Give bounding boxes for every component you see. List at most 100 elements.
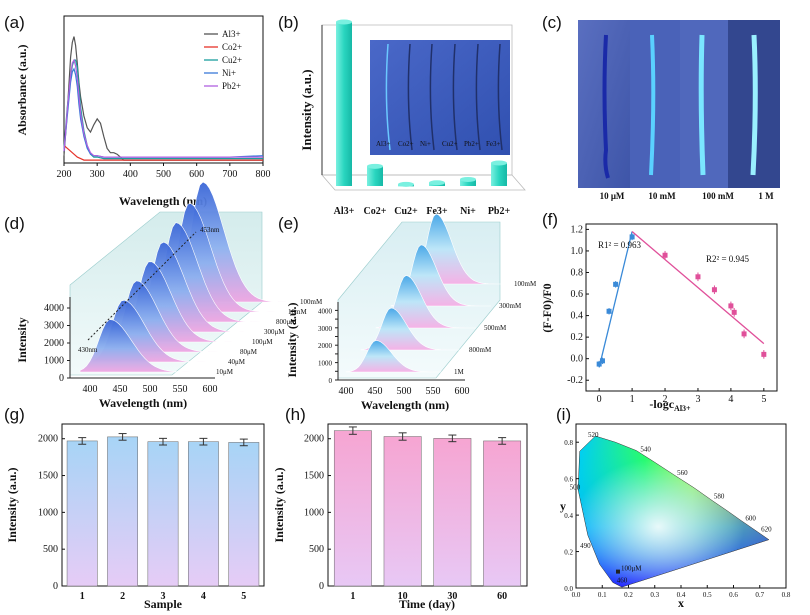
points-f (596, 233, 767, 368)
x-tick-label: 500 (156, 169, 171, 180)
x-axis-label-e: Wavelength (nm) (361, 398, 449, 412)
streak-10uM (602, 34, 610, 179)
series-label-d: 40μM (228, 358, 246, 366)
panel-d: (d) 100mM 10mM 800μM 300μM 100μM 80μM 40μM 10μM… (4, 181, 323, 410)
y-tick-label: 2000 (304, 434, 324, 445)
x-tick-label: 1 (80, 591, 85, 602)
photo-label-1M: 1 M (758, 191, 774, 201)
x-ticks-d: 400 450 500 550 600 (83, 384, 218, 395)
peak-start-label: 430nm (78, 346, 98, 354)
x-tick-label: 450 (368, 386, 383, 397)
y-axis-label-h: Intensity (a.u.) (272, 467, 286, 542)
x-tick-label: 3 (161, 591, 166, 602)
inset-label: Ni+ (420, 140, 431, 148)
data-point (599, 358, 605, 364)
y-tick-label: 0.2 (571, 332, 584, 343)
x-tick-label: 450 (113, 384, 128, 395)
wavelength-label: 490 (580, 542, 591, 550)
spectra-e (345, 213, 506, 373)
inset-streak (385, 43, 391, 151)
data-point (711, 287, 717, 293)
bar-top-b (429, 180, 445, 186)
y-ticks-e: 0 1000 2000 3000 4000 (318, 307, 338, 385)
panel-i: (i) 100μM 0.0 0.1 0.2 0.3 0.4 0.5 0.6 0.7 0.80.0… (556, 405, 791, 610)
r2-label: R2² = 0.945 (706, 254, 750, 264)
y-tick-label: 0.8 (564, 439, 573, 447)
bar-top-b (336, 19, 352, 25)
inset-labels-b: Al3+ Co2+ Ni+ Cu2+ Pb2+ Fe3+ (376, 140, 501, 148)
spectrum-d (79, 319, 210, 373)
y-tick-label: 0 (319, 581, 324, 592)
x-axis-label-d: Wavelength (nm) (99, 396, 187, 410)
x-tick-label: 3 (695, 394, 700, 405)
data-point (629, 234, 635, 240)
panel-label-b: (b) (278, 13, 299, 32)
x-tick-label: 600 (203, 384, 218, 395)
series-label-e: 100mM (514, 280, 537, 288)
gamut-white-overlay (578, 436, 769, 588)
bar-b (367, 166, 383, 186)
panel-b: (b) Al3+ Co2+ Ni+ Cu2+ Pb2+ Fe3+ Al3+ Co2+ Cu2+… (278, 13, 526, 217)
gamut-outline (577, 435, 770, 588)
panel-c: (c) 10 μM 10 mM 100 mM 1 M (542, 13, 780, 201)
photo-label-10mM: 10 mM (648, 191, 676, 201)
x-tick-label: 400 (339, 386, 354, 397)
series-label-d: 300μM (264, 328, 285, 336)
x-tick-label: 400 (123, 169, 138, 180)
x-tick-label: 0.6 (729, 591, 738, 599)
x-tick-label: 550 (426, 386, 441, 397)
plot-frame-h (327, 423, 528, 587)
panel-label-d: (d) (4, 214, 25, 233)
data-point (761, 351, 767, 357)
panel-label-c: (c) (542, 13, 562, 32)
y-axis-label-d: Intensity (15, 317, 29, 362)
bar (228, 442, 260, 587)
x-tick-label: 0.0 (572, 591, 581, 599)
wavelength-labels: 520 540 560 580 600 620 500 490 460 (570, 431, 773, 585)
ticks-i: 0.0 0.1 0.2 0.3 0.4 0.5 0.6 0.7 0.8 0.0 0.2 0.4 0.6 0… (564, 439, 791, 599)
data-point (741, 331, 747, 337)
inset-streaks-b (385, 43, 503, 151)
x-axis-label-f-sub: Al3+ (674, 404, 691, 413)
panel-label-f: (f) (542, 210, 558, 229)
panel-g: (g) 1 2 3 4 5 0 500 1000 1500 2000 Sample Intensi… (4, 405, 265, 611)
x-tick-label: 0.8 (782, 591, 791, 599)
legend-label: Al3+ (222, 29, 241, 39)
x-tick-label: 300 (90, 169, 105, 180)
y-tick-label: 1000 (44, 356, 64, 367)
absorbance-lines (63, 36, 264, 161)
y-tick-label: 0.6 (571, 289, 584, 300)
spectra-d (79, 181, 294, 373)
x-tick-label: 600 (455, 386, 470, 397)
y-axis-label-i: y (560, 499, 566, 513)
x-tick-label: 4 (201, 591, 206, 602)
panel-label-e: (e) (278, 214, 299, 233)
panel-e: (e) 100mM 300mM 500mM 800mM 1M 0 1000 2000 3000… (278, 213, 537, 412)
x-tick-label: 600 (189, 169, 204, 180)
wavelength-label: 620 (761, 526, 772, 534)
x-tick-label: 1 (630, 394, 635, 405)
ticks-f: 0 1 2 3 4 5 -0.2 0.0 0.2 0.4 0.6 0.8 1.0 1.2 (567, 224, 766, 405)
x-tick-label: 0 (597, 394, 602, 405)
bar (188, 441, 219, 587)
x-ticks-b: Al3+ Co2+ Cu2+ Fe3+ Ni+ Pb2+ (334, 206, 511, 217)
x-tick-label: 30 (447, 591, 457, 602)
wavelength-label: 520 (588, 431, 599, 439)
color-marker (616, 569, 620, 574)
y-tick-label: 1500 (38, 471, 58, 482)
bar-top-b (398, 181, 414, 187)
inset-streak (475, 43, 481, 151)
x-tick-label: 5 (761, 394, 766, 405)
wavelength-label: 500 (570, 484, 581, 492)
y-tick-label: 4000 (44, 303, 64, 314)
panel-h: (h) 1 10 30 60 0 500 1000 1500 2000 Time (day) I… (272, 405, 528, 611)
y-axis-label-e: Intensity (a.u.) (285, 302, 299, 377)
y-tick-label: 2000 (318, 342, 333, 350)
series-label-e: 300mM (499, 302, 522, 310)
ticks-g: 1 2 3 4 5 0 500 1000 1500 2000 (38, 434, 246, 602)
series-label-d: 100mM (300, 298, 323, 306)
x-axis-label-g: Sample (144, 597, 183, 611)
x-tick-label: 550 (173, 384, 188, 395)
bar (433, 438, 472, 587)
